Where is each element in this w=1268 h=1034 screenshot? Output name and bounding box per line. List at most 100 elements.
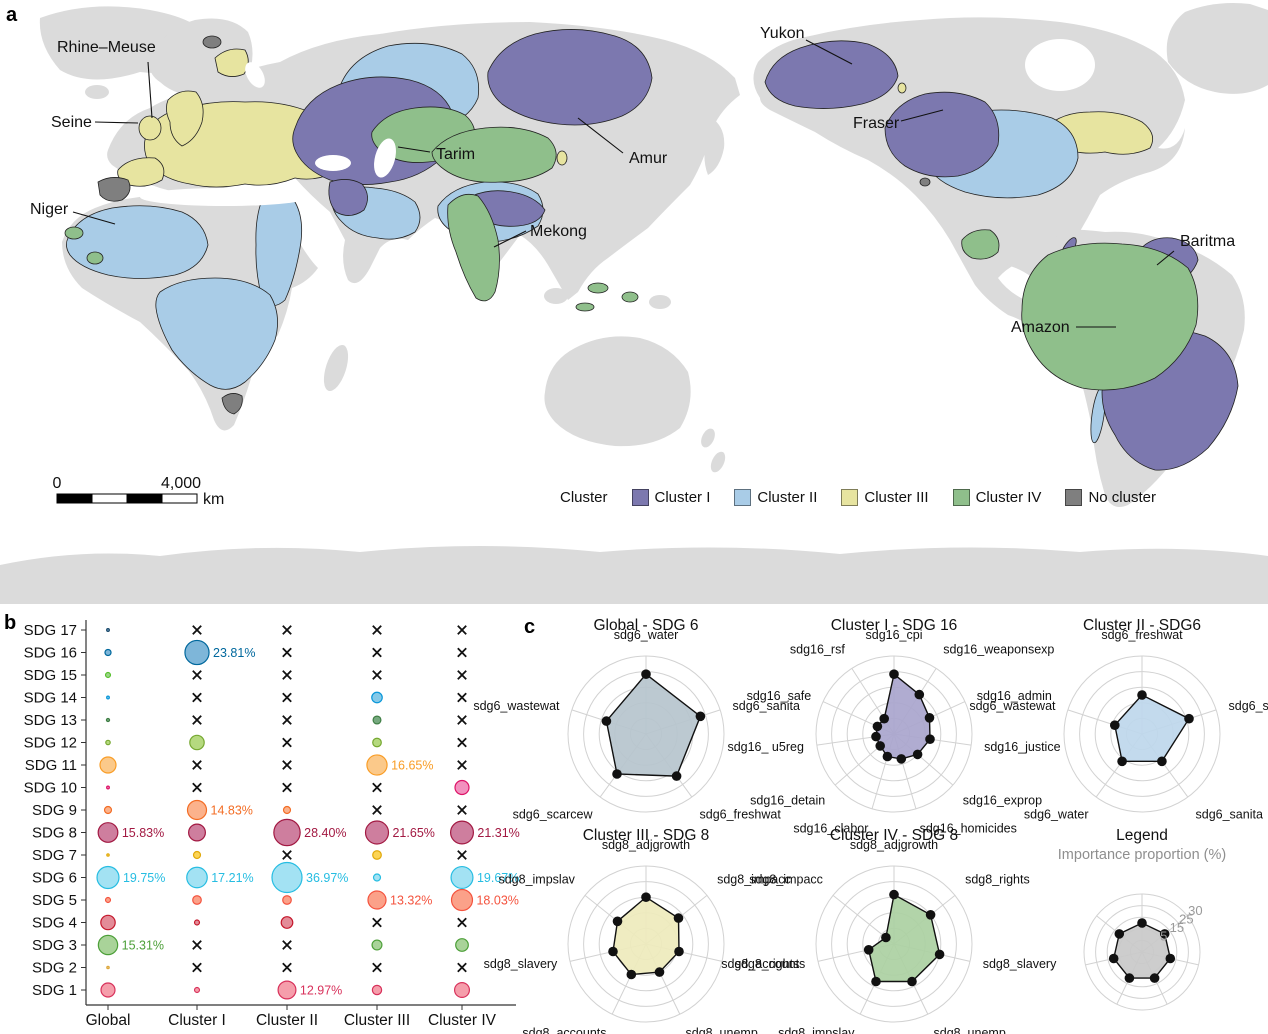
bubble bbox=[193, 919, 201, 926]
bubble-label: 12.97% bbox=[300, 984, 342, 998]
absent-mark bbox=[457, 850, 467, 860]
scale-bar-start-label: 0 bbox=[53, 475, 62, 492]
radar-axis-label: sdg8_impslav bbox=[498, 872, 575, 886]
bubble bbox=[97, 822, 119, 843]
radar-point bbox=[695, 711, 706, 722]
basin-korea-small bbox=[556, 150, 568, 166]
map-label-yukon: Yukon bbox=[760, 25, 804, 42]
legend-item-no-cluster: No cluster bbox=[1065, 489, 1156, 506]
no-cluster-swatch bbox=[1065, 489, 1083, 506]
col-label: Global bbox=[86, 1012, 131, 1029]
map-label-baritma: Baritma bbox=[1180, 233, 1235, 250]
bubble bbox=[106, 853, 110, 857]
radar-point bbox=[1114, 929, 1125, 939]
radar-point bbox=[1137, 918, 1147, 928]
radar-axis-label: sdg6_sanita bbox=[733, 699, 800, 713]
sea-baltic bbox=[245, 62, 265, 88]
cluster-4-swatch bbox=[952, 489, 970, 506]
map-label-rhine-meuse: Rhine–Meuse bbox=[57, 39, 156, 56]
bubble-label: 28.40% bbox=[304, 826, 346, 840]
map-label-niger: Niger bbox=[30, 201, 69, 218]
land-iceland bbox=[85, 85, 109, 99]
leader-amur bbox=[577, 117, 624, 154]
absent-mark bbox=[282, 737, 292, 748]
radar-point bbox=[924, 713, 935, 723]
radar-point bbox=[872, 721, 883, 732]
basin-java-green bbox=[575, 302, 595, 312]
radar-point bbox=[1165, 953, 1176, 964]
absent-mark bbox=[372, 805, 382, 815]
radar-axis-label: sdg16_safe bbox=[747, 689, 812, 703]
radar-point bbox=[612, 916, 623, 927]
radar-point bbox=[612, 769, 622, 779]
basin-amazon bbox=[1021, 242, 1199, 391]
basin-scandinavia-nocluster bbox=[202, 35, 222, 49]
radar-axis-label: sdg8_slavery bbox=[484, 957, 558, 971]
radar-axis-label: sdg8_impacc bbox=[717, 872, 791, 886]
cluster-4-label: Cluster IV bbox=[975, 489, 1042, 506]
basin-alaska-se-small bbox=[897, 82, 907, 94]
land-japan bbox=[704, 118, 725, 175]
radar-point bbox=[912, 749, 923, 760]
absent-mark bbox=[282, 782, 292, 793]
row-label: SDG 11 bbox=[25, 757, 77, 774]
radar-ring-label: 30 bbox=[1188, 903, 1202, 918]
absent-mark bbox=[457, 692, 467, 703]
scale-bar-segment bbox=[56, 493, 93, 504]
radar-axis-label: sdg6_scarcew bbox=[513, 808, 594, 822]
row-label: SDG 2 bbox=[32, 960, 77, 977]
bubble bbox=[193, 986, 201, 994]
bubble bbox=[192, 850, 202, 860]
absent-mark bbox=[457, 805, 467, 815]
bubble bbox=[367, 890, 387, 910]
radar-axis-label: sdg16_rsf bbox=[790, 642, 845, 656]
bubble bbox=[371, 939, 383, 951]
radar-panel: Global - SDG 6 sdg6_water sdg6_sanita sdg6_… bbox=[473, 614, 1268, 1034]
leader-yukon bbox=[805, 39, 853, 65]
bubble bbox=[455, 938, 469, 952]
radar-cluster3-sdg8: Cluster III - SDG 8 sdg8_adjgrowth sdg8_im… bbox=[484, 824, 800, 1034]
radar-point bbox=[879, 713, 889, 724]
absent-mark bbox=[457, 962, 467, 973]
bubble bbox=[273, 818, 301, 847]
absent-mark bbox=[282, 962, 292, 973]
radar-point bbox=[674, 946, 684, 957]
col-label: Cluster IV bbox=[428, 1012, 497, 1029]
radar-axis-label: sdg8_rights bbox=[735, 957, 800, 971]
scale-bar-segment bbox=[126, 493, 163, 504]
bubble bbox=[372, 850, 382, 860]
radar-point bbox=[871, 731, 881, 742]
bubble-label: 36.97% bbox=[306, 871, 348, 885]
radar-global-sdg6: Global - SDG 6 sdg6_water sdg6_sanita sdg6_… bbox=[473, 614, 800, 824]
land-caribbean-2 bbox=[1076, 238, 1084, 244]
legend-item-cluster-3: Cluster III bbox=[841, 489, 929, 506]
row-label: SDG 13 bbox=[24, 712, 77, 729]
sea-caspian bbox=[374, 138, 396, 178]
row-label: SDG 14 bbox=[24, 690, 77, 707]
bubble bbox=[282, 805, 292, 815]
scale-bar-segment bbox=[161, 493, 198, 504]
legend-item-cluster-2: Cluster II bbox=[734, 489, 817, 506]
bubble bbox=[106, 785, 110, 790]
basin-yukon bbox=[764, 40, 899, 109]
absent-mark bbox=[457, 625, 467, 635]
basin-mekong bbox=[447, 193, 500, 302]
land-madagascar bbox=[323, 344, 349, 392]
radar-point bbox=[1184, 713, 1194, 724]
bubble bbox=[366, 754, 388, 776]
map-label-amur: Amur bbox=[629, 150, 668, 167]
radar-polygon bbox=[605, 673, 702, 777]
bubble bbox=[189, 734, 205, 751]
absent-mark bbox=[192, 715, 202, 725]
bubble-label: 23.81% bbox=[213, 646, 255, 660]
absent-mark bbox=[282, 715, 292, 725]
radar-axis-label: sdg8_accounts bbox=[721, 957, 805, 971]
row-label: SDG 4 bbox=[32, 915, 77, 932]
absent-mark bbox=[457, 737, 467, 748]
land-sulawesi bbox=[649, 295, 671, 309]
radar-point bbox=[601, 716, 612, 726]
absent-mark bbox=[282, 625, 292, 635]
bubble bbox=[100, 982, 116, 998]
radar-ring-label: 15 bbox=[1170, 920, 1184, 935]
